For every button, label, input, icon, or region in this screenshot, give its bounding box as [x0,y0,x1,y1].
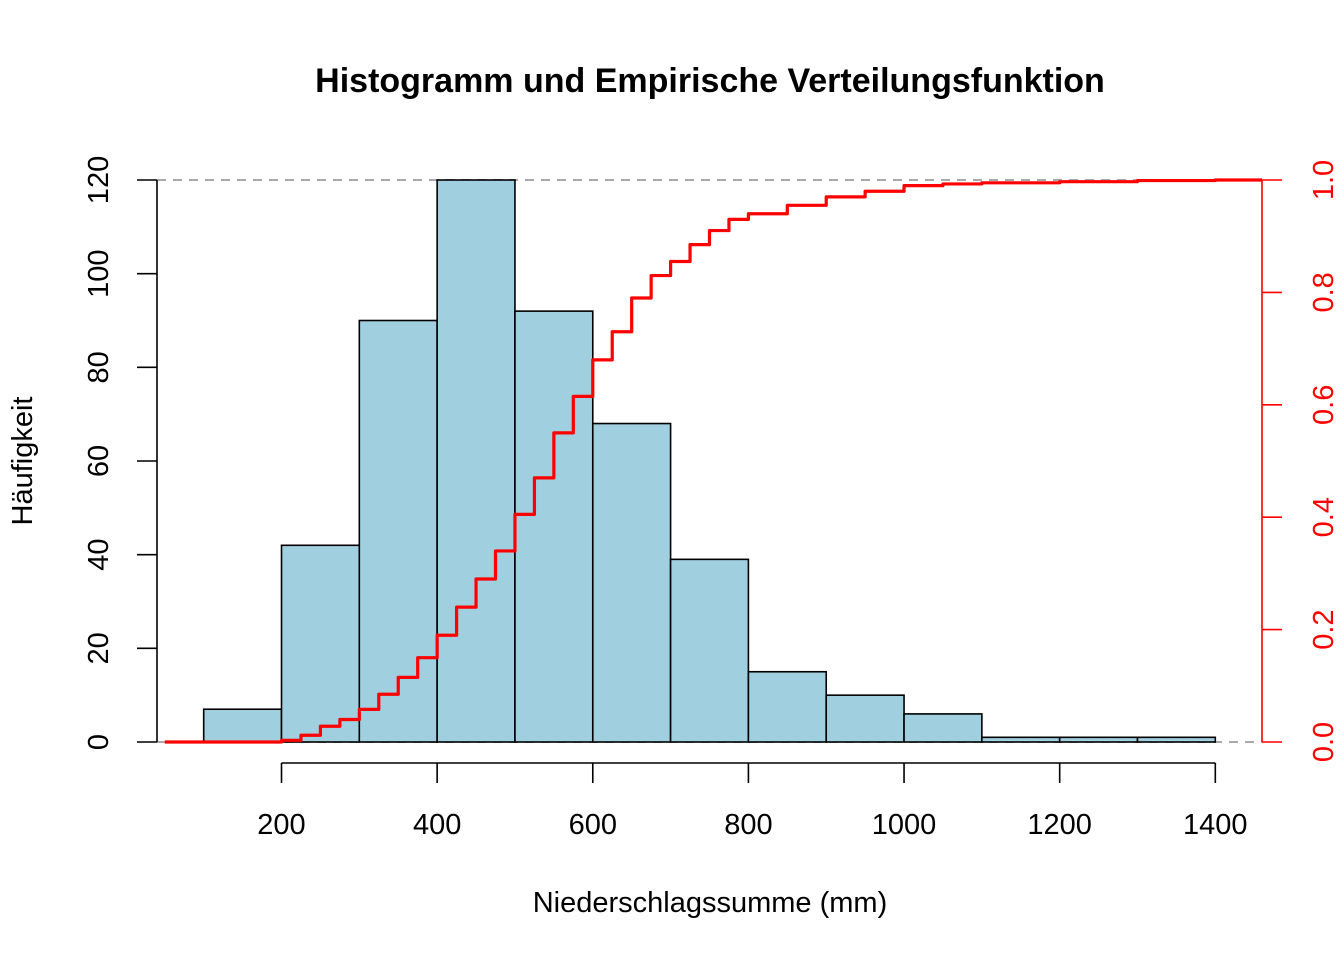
histogram-bars [202,179,1217,743]
histogram-bar-4 [514,310,594,743]
y2-tick-label-4: 0.8 [1308,272,1340,312]
x-tick-label-3: 800 [724,809,772,841]
histogram-bar-2 [358,319,438,743]
histogram-bar-5 [591,422,672,743]
y2-tick-label-5: 1.0 [1308,160,1340,200]
y2-tick-label-0: 0.0 [1308,722,1340,762]
y-tick-label-4: 80 [83,351,115,383]
y-axis: 0 20 40 60 80 100 120 [83,156,158,750]
x-tick-label-6: 1400 [1183,809,1248,841]
histogram-bar-9 [903,713,983,743]
histogram-bar-3 [436,179,516,743]
x-axis-label: Niederschlagssumme (mm) [533,887,888,919]
y-axis-label: Häufigkeit [7,397,39,526]
histogram-bar-10 [981,736,1061,743]
y-tick-label-1: 20 [83,632,115,664]
x-tick-label-2: 600 [569,809,617,841]
y2-tick-label-1: 0.2 [1308,609,1340,649]
y-tick-label-5: 100 [83,249,115,297]
x-tick-label-4: 1000 [872,809,937,841]
y-tick-label-6: 120 [83,156,115,204]
ecdf-line [164,178,1262,744]
histogram-bar-11 [1058,736,1139,743]
y-tick-label-3: 60 [83,445,115,477]
x-axis: 200 400 600 800 1000 1200 1400 [257,762,1248,841]
x-tick-label-5: 1200 [1027,809,1092,841]
y2-tick-label-3: 0.6 [1308,385,1340,425]
histogram-bar-12 [1136,736,1217,743]
y2-tick-label-2: 0.4 [1308,497,1340,537]
x-tick-label-1: 400 [413,809,461,841]
ecdf-series [164,178,1262,744]
histogram-bar-6 [669,558,750,743]
histogram-bar-1 [280,544,361,743]
secondary-y-axis: 0.0 0.2 0.4 0.6 0.8 1.0 [1261,160,1340,762]
chart-title: Histogramm und Empirische Verteilungsfun… [315,62,1105,100]
histogram-bar-8 [825,694,905,743]
y-tick-label-2: 40 [83,539,115,571]
x-tick-label-0: 200 [257,809,305,841]
histogram-bar-7 [747,670,828,743]
y-tick-label-0: 0 [83,734,115,750]
histogram-bar-0 [202,708,283,743]
